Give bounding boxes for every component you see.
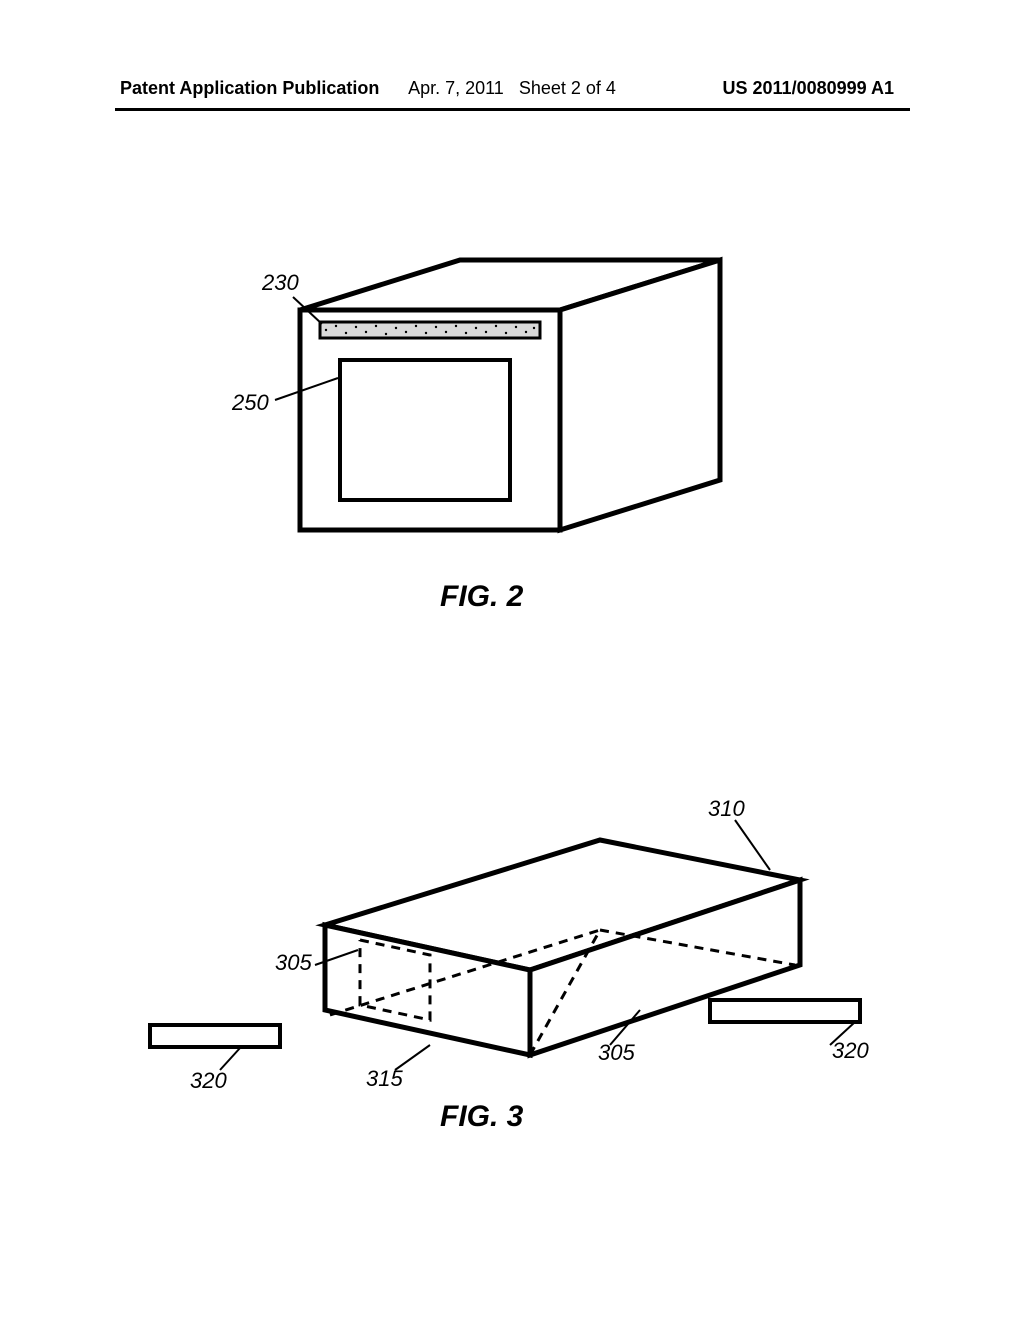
header-rule xyxy=(115,108,910,111)
header: Patent Application Publication Apr. 7, 2… xyxy=(0,78,1024,99)
header-pub-label: Patent Application Publication xyxy=(120,78,379,99)
page: Patent Application Publication Apr. 7, 2… xyxy=(0,0,1024,1320)
figure-3-caption: FIG. 3 xyxy=(440,1100,523,1134)
header-date: Apr. 7, 2011 xyxy=(408,78,504,98)
header-row: Patent Application Publication Apr. 7, 2… xyxy=(0,78,1024,99)
figure-2: 230 250 FIG. 2 xyxy=(0,250,1024,670)
ref-315: 315 xyxy=(366,1066,403,1092)
ref-320-right: 320 xyxy=(832,1038,869,1064)
ref-250: 250 xyxy=(232,390,269,416)
ref-320-left: 320 xyxy=(190,1068,227,1094)
header-sheet: Sheet 2 of 4 xyxy=(519,78,616,98)
header-pubnum: US 2011/0080999 A1 xyxy=(723,78,894,99)
figure-2-caption: FIG. 2 xyxy=(440,580,523,614)
figure-3-svg xyxy=(0,770,1024,1150)
ref-310: 310 xyxy=(708,796,745,822)
header-date-sheet: Apr. 7, 2011 Sheet 2 of 4 xyxy=(408,78,616,99)
ref-305-right: 305 xyxy=(598,1040,635,1066)
ref-230: 230 xyxy=(262,270,299,296)
figure-3: 305 305 310 315 320 320 FIG. 3 xyxy=(0,770,1024,1150)
ref-305-left: 305 xyxy=(275,950,312,976)
